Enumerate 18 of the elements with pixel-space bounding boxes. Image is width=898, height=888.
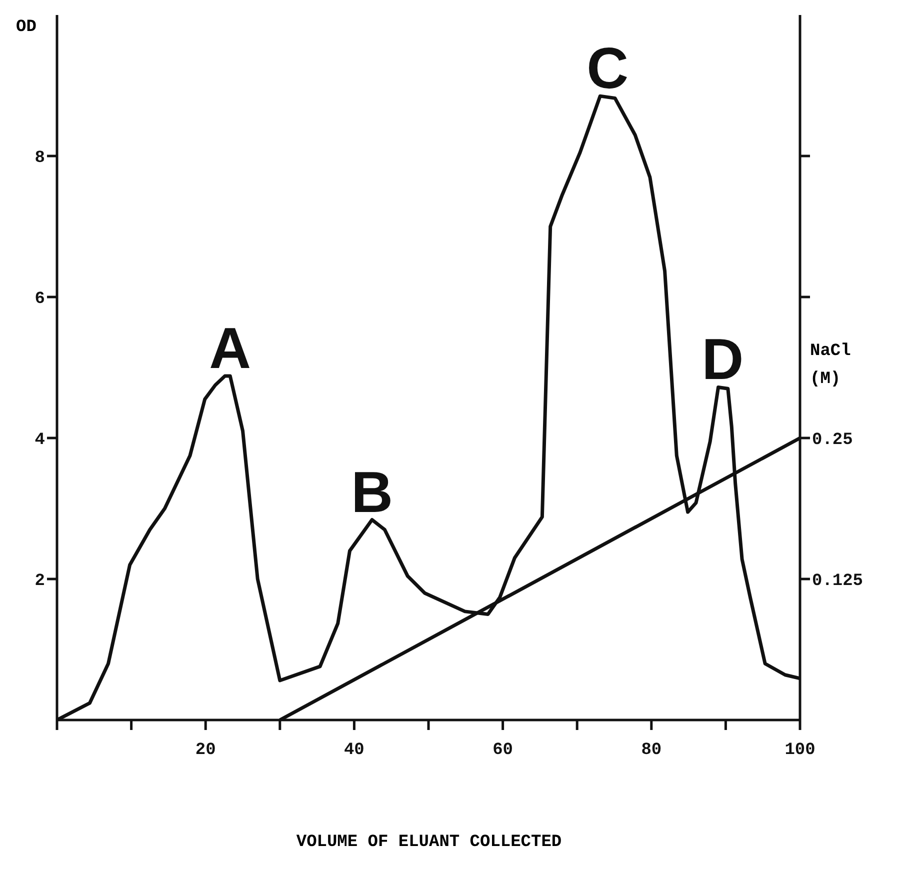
y2-tick-label: 0.25 — [812, 431, 853, 450]
x-tick-label: 80 — [641, 741, 662, 760]
x-axis-title: VOLUME OF ELUANT COLLECTED — [295, 833, 563, 852]
y-tick-label: 8 — [34, 149, 45, 168]
y-tick-label: 2 — [34, 572, 45, 592]
y-tick-label: 6 — [34, 290, 45, 310]
annotation: D — [702, 327, 744, 392]
y2-axis-title: NaCl (M) — [810, 341, 852, 391]
annotation: C — [586, 36, 629, 102]
annotation: B — [351, 460, 393, 525]
x-tick-label: 60 — [492, 741, 514, 760]
y2-tick-label: 0.125 — [812, 572, 864, 592]
annotation: A — [209, 316, 252, 381]
x-tick-label: 100 — [784, 741, 816, 760]
y-tick-label: 4 — [34, 431, 45, 450]
x-tick-label: 20 — [195, 741, 216, 760]
x-tick-label: 40 — [344, 741, 364, 760]
y-axis-title: OD — [16, 18, 36, 37]
